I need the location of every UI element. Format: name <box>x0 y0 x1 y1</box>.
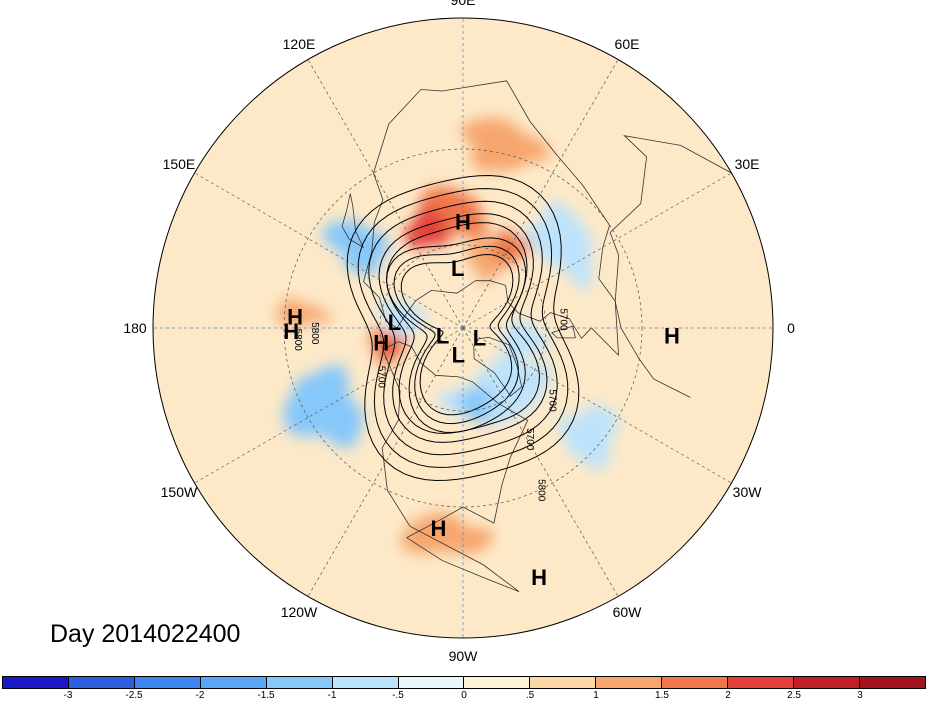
colorbar <box>2 676 926 689</box>
colorbar-swatch <box>464 677 531 688</box>
map-border <box>152 17 774 639</box>
meridian <box>307 59 464 329</box>
colorbar-swatch <box>266 677 333 688</box>
parallel <box>283 148 643 508</box>
longitude-label: 90W <box>449 648 479 664</box>
height-contour <box>346 174 580 482</box>
colorbar-swatch <box>3 677 69 688</box>
colorbar-swatch <box>859 677 925 688</box>
lat-lon-grid <box>153 18 773 638</box>
high-pressure-marker: H <box>373 330 389 355</box>
longitude-label: 30W <box>733 484 763 500</box>
contour-label: 5800 <box>536 479 547 502</box>
coastline <box>609 135 732 398</box>
anomaly-region <box>525 202 593 291</box>
contour-label: 5700 <box>375 366 386 389</box>
longitude-label: 0 <box>787 320 795 336</box>
colorbar-tick-label: 2 <box>725 690 731 701</box>
contour-label: 5800 <box>292 329 303 352</box>
colorbar-swatch <box>332 677 399 688</box>
contour-labels: 5800 5800 5700 5700 5700 5800 5700 <box>292 308 568 501</box>
high-pressure-marker: H <box>287 304 303 329</box>
colorbar-swatch <box>596 677 663 688</box>
meridian <box>194 172 464 329</box>
longitude-label: 150W <box>161 484 198 500</box>
contour-label: 5800 <box>309 322 320 345</box>
coastline <box>341 193 365 249</box>
colorbar-tick-label: 1.5 <box>655 690 669 701</box>
longitude-label: 60E <box>615 36 640 52</box>
contour-label: 5700 <box>524 428 535 451</box>
longitude-label: 150E <box>163 156 196 172</box>
low-pressure-marker: L <box>473 325 486 350</box>
colorbar-swatch <box>662 677 729 688</box>
anomaly-region <box>400 512 495 555</box>
colorbar-tick-label: 3 <box>857 690 863 701</box>
anomaly-region <box>274 298 334 327</box>
meridian <box>307 327 464 597</box>
high-pressure-marker: H <box>664 323 680 348</box>
colorbar-tick-label: -2 <box>195 690 205 701</box>
meridian <box>462 59 619 329</box>
low-pressure-marker: L <box>452 343 465 368</box>
colorbar-swatch <box>134 677 201 688</box>
high-pressure-marker: H <box>531 565 547 590</box>
colorbar-swatch <box>530 677 597 688</box>
coastline <box>473 336 523 397</box>
meridian <box>462 172 732 329</box>
anomaly-region <box>321 219 390 275</box>
coastline <box>381 341 529 592</box>
colorbar-swatch <box>794 677 860 688</box>
colorbar-tick-label: .5 <box>525 690 535 701</box>
colorbar-tick-label: -.5 <box>392 690 404 701</box>
colorbar-tick-label: -3 <box>63 690 73 701</box>
high-pressure-marker: H <box>455 209 471 234</box>
height-contour <box>393 245 520 425</box>
anomaly-region <box>460 117 551 171</box>
contour-label: 5700 <box>546 389 557 412</box>
longitude-labels: 90E 60E 30E 0 30W 60W 90W 120W 150W 180 150E 120E <box>123 0 795 664</box>
parallel <box>379 244 547 412</box>
colorbar-tick-label: -2.5 <box>125 690 143 701</box>
colorbar-swatch <box>398 677 465 688</box>
anomaly-shading <box>274 117 619 555</box>
colorbar-swatch <box>728 677 795 688</box>
longitude-label: 90E <box>451 0 476 8</box>
high-pressure-marker: H <box>283 319 299 344</box>
longitude-label: 180 <box>123 320 147 336</box>
anomaly-region <box>282 364 364 448</box>
longitude-label: 120W <box>281 604 318 620</box>
colorbar-swatch <box>200 677 267 688</box>
meridian <box>462 327 619 597</box>
colorbar-tick-label: -1 <box>327 690 337 701</box>
longitude-label: 120E <box>283 36 316 52</box>
anomaly-region <box>457 386 492 423</box>
contour-label: 5700 <box>557 308 568 331</box>
colorbar-tick-label: 2.5 <box>787 690 801 701</box>
anomaly-region <box>404 207 449 249</box>
meridian <box>462 327 732 484</box>
longitude-label: 60W <box>613 604 643 620</box>
map-disk <box>153 18 773 638</box>
colorbar-tick-label: -1.5 <box>257 690 275 701</box>
low-pressure-marker: L <box>388 310 401 335</box>
anomaly-region <box>499 320 551 355</box>
longitude-label: 30E <box>735 156 760 172</box>
low-pressure-marker: L <box>451 256 464 281</box>
anomaly-region <box>383 338 402 357</box>
meridian <box>194 327 464 484</box>
high-pressure-marker: H <box>431 516 447 541</box>
day-label: Day 2014022400 <box>50 620 241 648</box>
coastline <box>363 80 619 356</box>
height-contour <box>385 222 541 434</box>
low-pressure-marker: L <box>436 323 449 348</box>
colorbar-tick-label: 0 <box>461 690 467 701</box>
colorbar-swatch <box>68 677 135 688</box>
anomaly-region <box>492 229 531 267</box>
colorbar-tick-label: 1 <box>593 690 599 701</box>
